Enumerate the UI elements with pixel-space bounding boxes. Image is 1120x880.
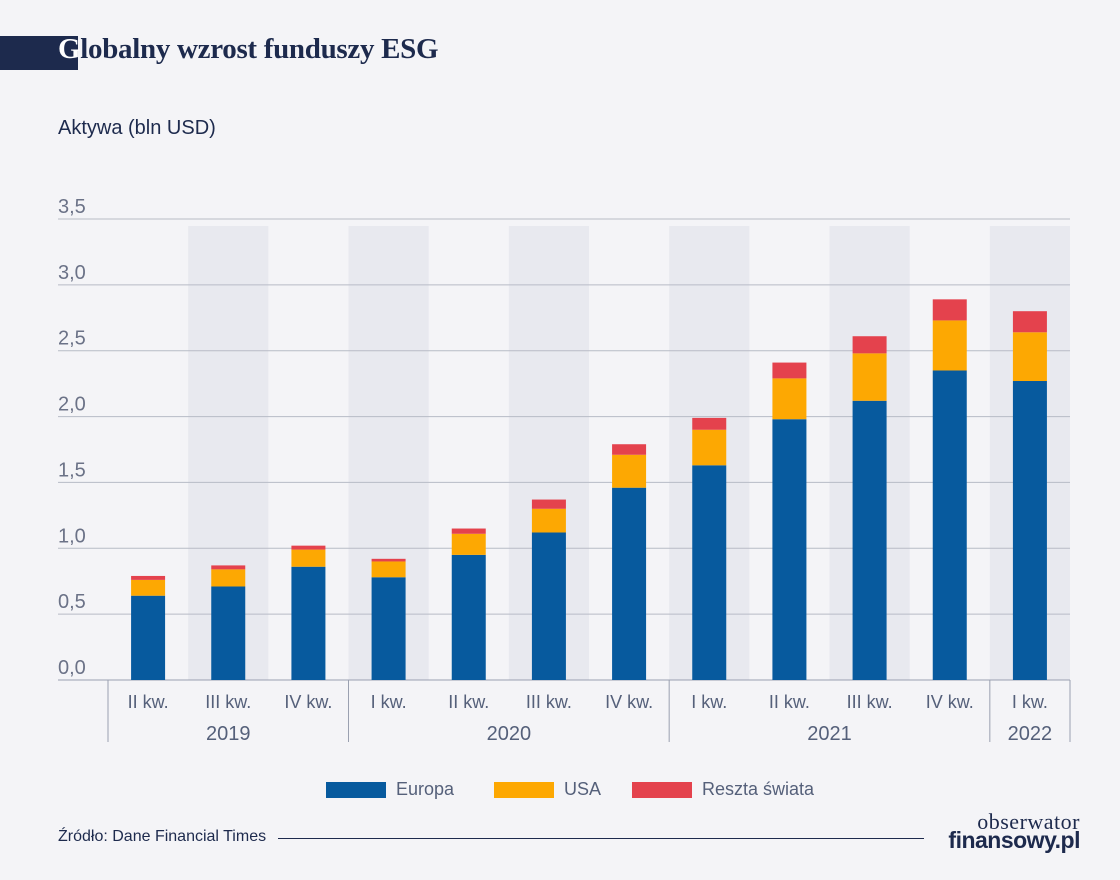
x-tick-label: II kw. xyxy=(448,692,489,712)
group-label: 2021 xyxy=(807,723,852,745)
legend-swatch xyxy=(632,781,692,798)
bar-segment xyxy=(291,545,326,550)
bar-segment xyxy=(211,565,246,570)
title-rest: lobalny wzrost funduszy ESG xyxy=(80,33,439,65)
x-tick-label: I kw. xyxy=(691,692,727,712)
footer-divider xyxy=(278,838,924,839)
bar-segment xyxy=(932,320,967,371)
x-tick-label: IV kw. xyxy=(605,692,653,712)
brand-logo: obserwator finansowy.pl xyxy=(930,809,1080,853)
group-label: 2022 xyxy=(1008,723,1053,745)
bar-segment xyxy=(852,336,887,354)
bar-segment xyxy=(211,569,246,587)
bar-segment xyxy=(1012,311,1047,333)
source-note: Źródło: Dane Financial Times xyxy=(58,828,267,845)
title-accent-bar xyxy=(0,36,78,70)
title-first-letter: G xyxy=(58,33,81,65)
bar-segment xyxy=(932,299,967,321)
chart-title: Globalny wzrost funduszy ESG xyxy=(58,33,439,66)
bar-segment xyxy=(772,378,807,420)
bar-segment xyxy=(291,549,326,567)
bar-segment xyxy=(371,577,406,680)
x-tick-label: III kw. xyxy=(847,692,893,712)
y-tick-label: 2,5 xyxy=(58,328,86,350)
x-tick-label: II kw. xyxy=(769,692,810,712)
x-tick-label: III kw. xyxy=(526,692,572,712)
x-tick-label: III kw. xyxy=(205,692,251,712)
bar-segment xyxy=(131,579,166,596)
bar-segment xyxy=(371,561,406,578)
bar-segment xyxy=(131,575,166,580)
group-label: 2019 xyxy=(206,723,251,745)
y-tick-label: 2,0 xyxy=(58,394,86,416)
legend-label: Europa xyxy=(396,779,455,799)
bar-segment xyxy=(852,353,887,401)
bar-segment xyxy=(451,528,486,534)
x-tick-label: IV kw. xyxy=(284,692,332,712)
bar-segment xyxy=(531,508,566,533)
bar-segment xyxy=(932,370,967,680)
bar-segment xyxy=(772,419,807,680)
bar-segment xyxy=(612,444,647,455)
x-tick-label: IV kw. xyxy=(926,692,974,712)
legend-item: Reszta świata xyxy=(632,779,814,800)
group-label: 2020 xyxy=(487,723,532,745)
bar-segment xyxy=(451,554,486,680)
y-tick-label: 3,0 xyxy=(58,262,86,284)
bar-segment xyxy=(1012,381,1047,680)
bar-segment xyxy=(612,454,647,488)
legend-item: USA xyxy=(494,779,601,800)
bar-segment xyxy=(1012,332,1047,382)
legend-swatch xyxy=(326,781,386,798)
bar-segment xyxy=(211,586,246,680)
x-tick-label: I kw. xyxy=(371,692,407,712)
stacked-bar-chart: 0,0 0,5 1,0 1,5 2,0 2,5 3,0 3,5 II kw. III kw. IV … xyxy=(58,196,1071,745)
legend-label: USA xyxy=(564,779,602,799)
legend-swatch xyxy=(494,781,554,798)
logo-line-1: obserwator xyxy=(977,809,1080,834)
bar-segment xyxy=(772,362,807,379)
bar-segment xyxy=(531,499,566,509)
legend-item: Europa xyxy=(326,779,454,800)
legend-label: Reszta świata xyxy=(702,779,815,799)
x-tick-label: II kw. xyxy=(128,692,169,712)
bar-segment xyxy=(291,566,326,680)
bar-segment xyxy=(852,400,887,680)
bar-segment xyxy=(692,465,727,680)
bar-segment xyxy=(531,532,566,680)
y-tick-label: 3,5 xyxy=(58,196,86,218)
y-tick-label: 0,5 xyxy=(58,591,86,613)
bar-segment xyxy=(612,487,647,680)
chart-subtitle: Aktywa (bln USD) xyxy=(58,117,216,139)
bar-segment xyxy=(692,417,727,430)
y-tick-label: 1,0 xyxy=(58,525,86,547)
bar-segment xyxy=(692,429,727,466)
bar-segment xyxy=(131,595,166,680)
chart-legend: Europa USA Reszta świata xyxy=(0,779,1120,803)
x-tick-label: I kw. xyxy=(1012,692,1048,712)
logo-line-2: finansowy.pl xyxy=(948,827,1080,853)
y-tick-label: 1,5 xyxy=(58,459,86,481)
bar-segment xyxy=(451,533,486,555)
bar-segment xyxy=(371,558,406,562)
y-tick-label: 0,0 xyxy=(58,657,86,679)
